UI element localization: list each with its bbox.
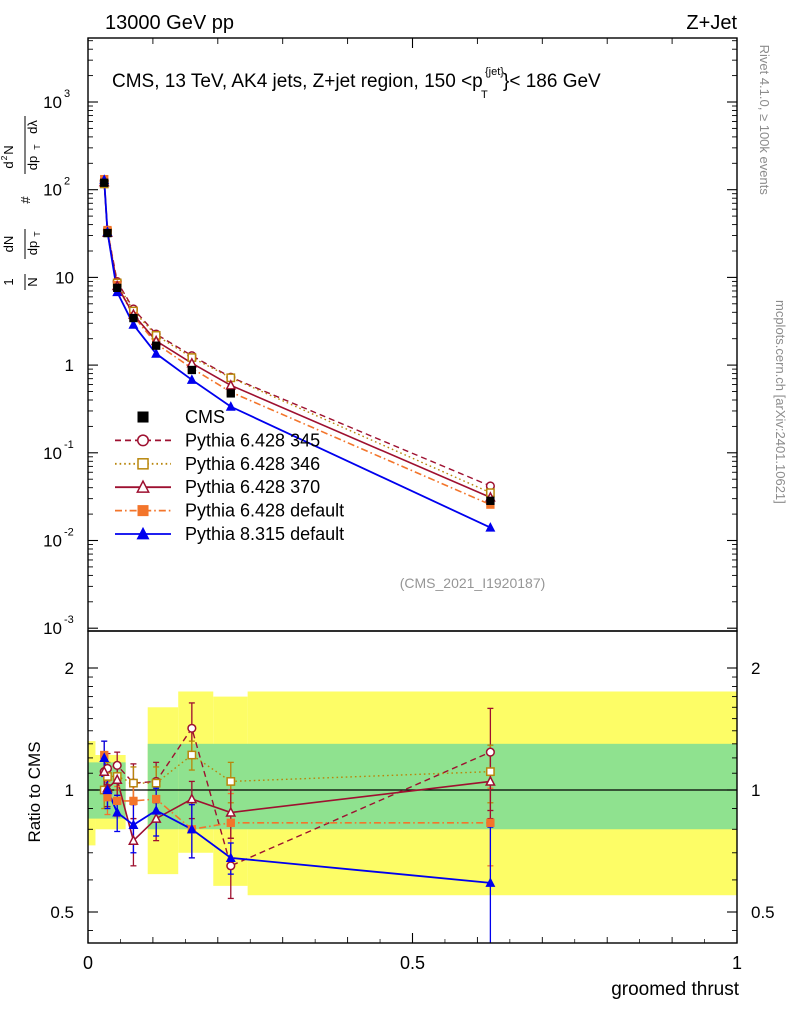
svg-text:d: d xyxy=(1,161,16,168)
svg-text:{jet}: {jet} xyxy=(485,66,504,78)
svg-text:1: 1 xyxy=(65,356,74,375)
svg-text:-2: -2 xyxy=(64,527,74,539)
svg-text:CMS, 13 TeV, AK4 jets, Z+jet r: CMS, 13 TeV, AK4 jets, Z+jet region, 150… xyxy=(112,71,483,92)
svg-text:CMS: CMS xyxy=(185,407,225,427)
svg-text:Pythia 6.428 default: Pythia 6.428 default xyxy=(185,501,344,521)
svg-text:(CMS_2021_I1920187): (CMS_2021_I1920187) xyxy=(400,575,546,591)
svg-text:T: T xyxy=(32,231,42,236)
svg-text:Z+Jet: Z+Jet xyxy=(686,12,737,34)
svg-text:1: 1 xyxy=(65,781,74,800)
svg-text:-3: -3 xyxy=(64,614,74,626)
svg-text:10: 10 xyxy=(43,93,62,112)
svg-text:dp: dp xyxy=(25,241,40,255)
svg-text:mcplots.cern.ch [arXiv:2401.10: mcplots.cern.ch [arXiv:2401.10621] xyxy=(773,300,786,504)
svg-text:Ratio to CMS: Ratio to CMS xyxy=(25,741,44,842)
svg-text:0.5: 0.5 xyxy=(50,903,74,922)
svg-text:10: 10 xyxy=(43,532,62,551)
svg-text:Rivet 4.1.0, ≥ 100k events: Rivet 4.1.0, ≥ 100k events xyxy=(757,45,772,196)
svg-text:1: 1 xyxy=(751,781,760,800)
svg-text:10: 10 xyxy=(43,181,62,200)
svg-text:dN: dN xyxy=(1,236,16,253)
svg-text:2: 2 xyxy=(65,659,74,678)
svg-text:dp: dp xyxy=(25,156,40,170)
svg-text:-1: -1 xyxy=(64,439,74,451)
svg-text:T: T xyxy=(481,89,488,101)
svg-text:T: T xyxy=(32,144,42,149)
svg-text:1: 1 xyxy=(1,278,16,285)
svg-text:0: 0 xyxy=(83,953,93,973)
svg-text:2: 2 xyxy=(64,176,70,188)
svg-text:2: 2 xyxy=(751,659,760,678)
svg-text:10: 10 xyxy=(43,619,62,638)
svg-text:N: N xyxy=(1,145,16,154)
svg-text:10: 10 xyxy=(43,444,62,463)
svg-text:Pythia 8.315 default: Pythia 8.315 default xyxy=(185,524,344,544)
svg-text:13000 GeV pp: 13000 GeV pp xyxy=(105,12,234,34)
svg-text:groomed thrust: groomed thrust xyxy=(611,979,740,1000)
svg-text:10: 10 xyxy=(55,268,74,287)
svg-text:0.5: 0.5 xyxy=(400,953,425,973)
svg-text:dλ: dλ xyxy=(25,120,40,134)
svg-text:2: 2 xyxy=(0,155,9,160)
svg-text:3: 3 xyxy=(64,88,70,100)
svg-text:#: # xyxy=(18,196,33,204)
svg-text:0.5: 0.5 xyxy=(751,903,775,922)
svg-text:Pythia 6.428 346: Pythia 6.428 346 xyxy=(185,454,320,474)
svg-text:Pythia 6.428 345: Pythia 6.428 345 xyxy=(185,430,320,450)
svg-text:N: N xyxy=(25,277,40,286)
svg-text:}< 186 GeV: }< 186 GeV xyxy=(503,71,601,92)
svg-text:1: 1 xyxy=(732,953,742,973)
svg-text:Pythia 6.428 370: Pythia 6.428 370 xyxy=(185,477,320,497)
